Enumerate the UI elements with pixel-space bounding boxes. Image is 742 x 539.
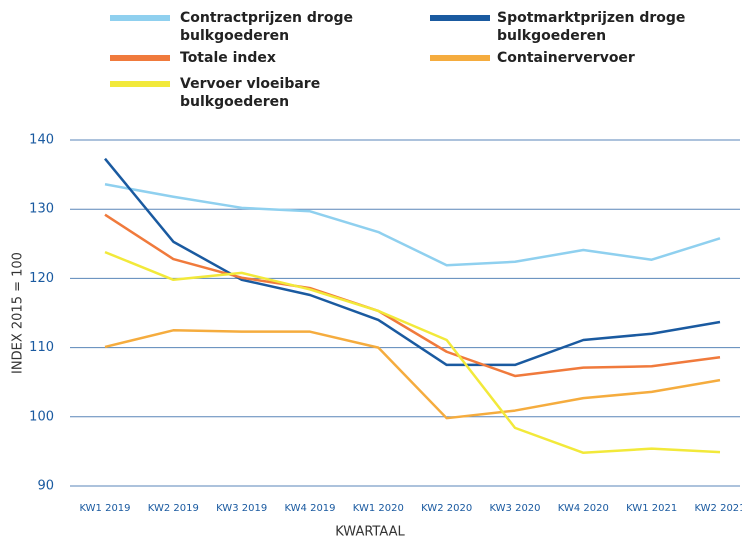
series-line xyxy=(104,250,721,455)
y-tick-label: 90 xyxy=(37,479,54,494)
legend-swatch xyxy=(110,15,170,21)
legend-swatch xyxy=(110,81,170,87)
x-tick-label: KW4 2019 xyxy=(284,503,335,514)
legend-label: Vervoer vloeibare bulkgoederen xyxy=(180,76,321,110)
legend-swatch xyxy=(110,55,170,61)
y-axis-title: INDEX 2015 = 100 xyxy=(11,252,26,374)
x-tick-label: KW1 2021 xyxy=(626,503,677,514)
y-tick-label: 100 xyxy=(29,409,54,424)
x-tick-label: KW2 2019 xyxy=(148,503,199,514)
legend-label: Spotmarktprijzen droge bulkgoederen xyxy=(497,10,686,44)
x-tick-label: KW2 2021 xyxy=(694,503,742,514)
x-tick-label: KW1 2019 xyxy=(79,503,130,514)
legend-swatch xyxy=(430,15,490,21)
series-line xyxy=(104,183,721,267)
x-tick-label: KW3 2019 xyxy=(216,503,267,514)
legend-swatch xyxy=(430,55,490,61)
legend-label: Containervervoer xyxy=(497,50,635,66)
series-line xyxy=(104,157,721,367)
x-tick-label: KW2 2020 xyxy=(421,503,472,514)
y-tick-label: 110 xyxy=(29,340,54,355)
y-tick-label: 120 xyxy=(29,271,54,286)
y-tick-label: 130 xyxy=(29,202,54,217)
series-line xyxy=(104,329,721,420)
series-line xyxy=(104,213,721,378)
x-tick-label: KW4 2020 xyxy=(558,503,609,514)
x-tick-label: KW3 2020 xyxy=(489,503,540,514)
x-axis-title: KWARTAAL xyxy=(335,525,405,539)
y-tick-label: 140 xyxy=(29,133,54,148)
legend-label: Contractprijzen droge bulkgoederen xyxy=(180,10,353,44)
legend-label: Totale index xyxy=(180,50,276,66)
x-tick-label: KW1 2020 xyxy=(353,503,404,514)
